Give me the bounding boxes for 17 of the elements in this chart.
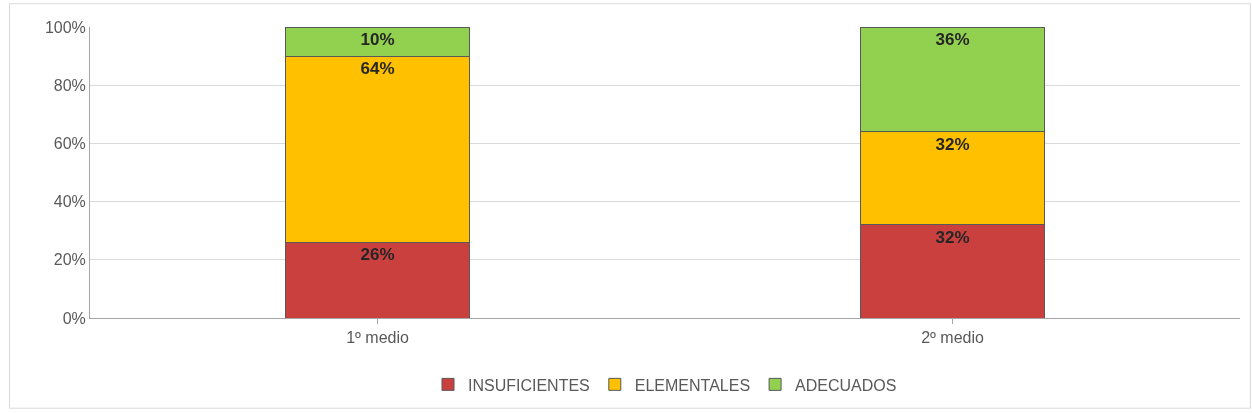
data-label: 32% <box>935 134 970 154</box>
data-label: 26% <box>360 245 395 265</box>
y-tick-label: 80% <box>53 76 86 94</box>
x-tick-label: 1º medio <box>346 329 409 347</box>
legend-label: INSUFICIENTES <box>468 376 590 394</box>
y-tick-label: 100% <box>44 18 86 36</box>
y-tick-label: 40% <box>53 193 86 211</box>
legend-label: ELEMENTALES <box>634 376 751 394</box>
y-tick-label: 60% <box>53 135 86 152</box>
data-label: 10% <box>360 30 395 49</box>
legend-label: ADECUADOS <box>795 376 897 394</box>
data-label: 32% <box>935 227 970 247</box>
data-label: 64% <box>360 59 395 79</box>
data-label: 36% <box>935 30 970 49</box>
y-tick-label: 0% <box>62 309 86 327</box>
y-tick-label: 20% <box>53 251 86 269</box>
x-tick-label: 2º medio <box>921 329 984 347</box>
